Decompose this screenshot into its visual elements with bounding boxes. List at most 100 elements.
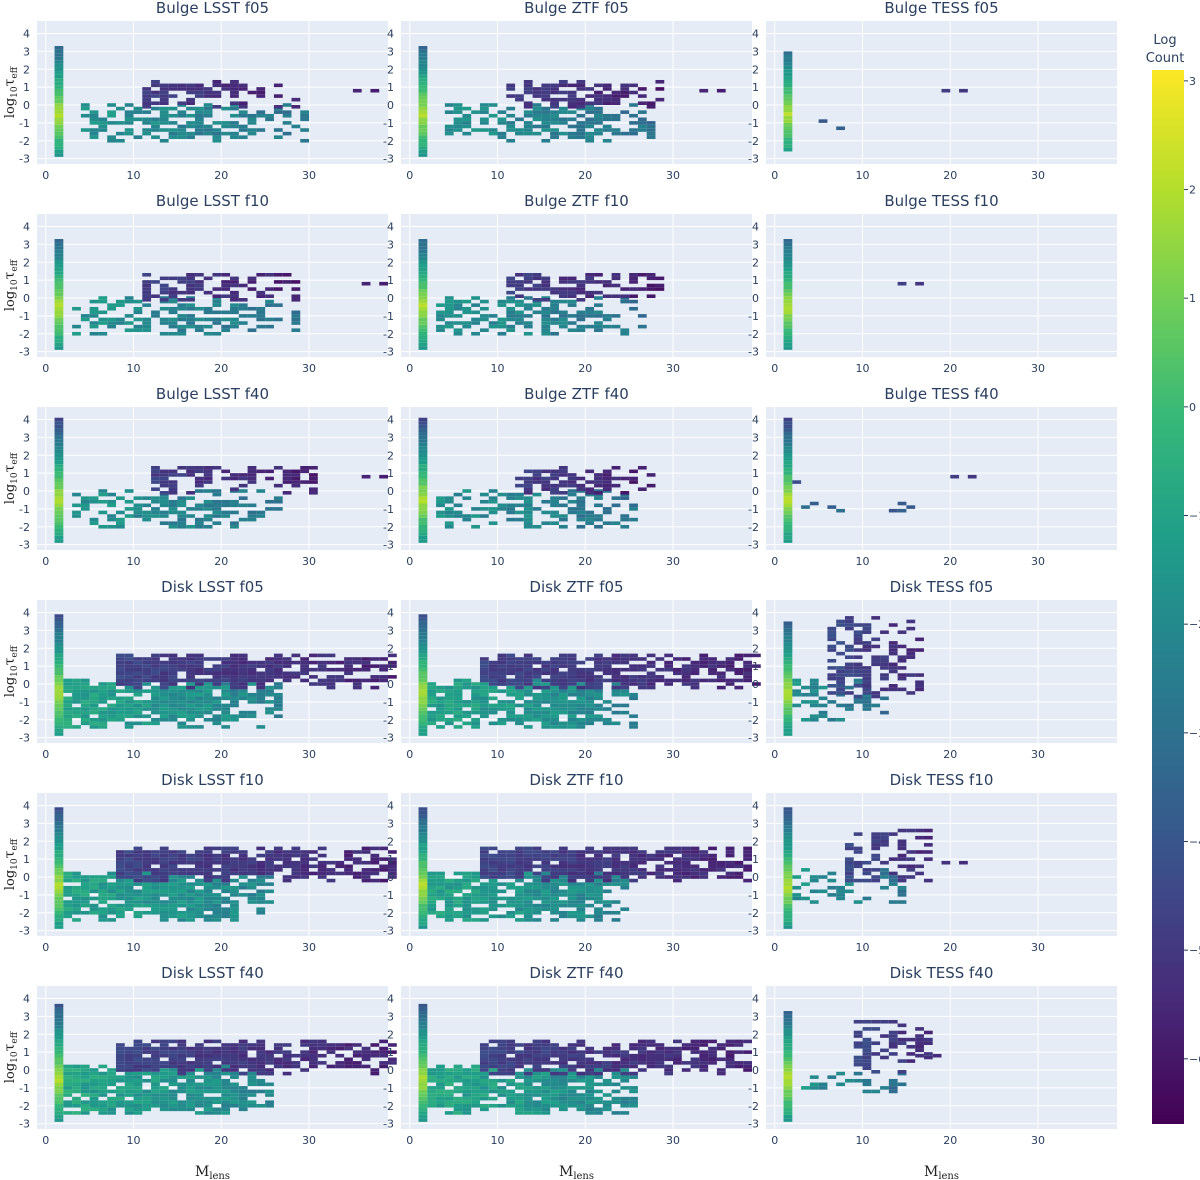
heat-cell xyxy=(550,907,559,911)
heat-cell xyxy=(681,682,691,686)
heat-cell xyxy=(89,721,99,726)
heat-cell xyxy=(63,1093,73,1097)
heat-cell xyxy=(594,900,603,904)
heat-cell xyxy=(142,689,152,693)
heat-cell xyxy=(282,113,292,118)
heat-cell xyxy=(309,857,318,861)
heat-cell xyxy=(177,860,187,865)
heat-cell xyxy=(783,144,793,148)
heat-cell xyxy=(611,660,621,665)
heat-cell xyxy=(212,294,222,299)
heat-cell xyxy=(418,432,428,436)
heat-cell xyxy=(230,1082,239,1087)
heat-cell xyxy=(115,1075,125,1079)
heat-cell xyxy=(523,113,533,118)
heat-cell xyxy=(273,1061,283,1065)
heat-cell xyxy=(594,853,603,858)
heat-cell xyxy=(115,700,125,704)
heat-cell xyxy=(497,324,507,329)
heat-cell xyxy=(523,90,533,95)
heat-cell xyxy=(479,299,489,304)
heat-cell xyxy=(159,331,169,336)
heat-cell xyxy=(247,885,257,890)
heat-cell xyxy=(168,657,178,661)
heat-cell xyxy=(203,889,213,894)
heat-cell xyxy=(54,482,64,486)
heat-cell xyxy=(602,707,612,711)
heat-cell xyxy=(194,113,204,118)
heat-cell xyxy=(89,499,99,504)
heat-cell xyxy=(159,903,169,908)
heat-cell xyxy=(221,1057,231,1062)
heat-cell xyxy=(418,56,428,61)
heat-cell xyxy=(177,685,187,690)
heat-cell xyxy=(488,678,498,683)
y-tick-label: 2 xyxy=(752,642,759,655)
heat-cell xyxy=(159,101,169,106)
heat-cell xyxy=(444,321,454,325)
heat-cell xyxy=(880,687,889,692)
heat-cell xyxy=(488,871,498,876)
heat-cell xyxy=(629,517,638,522)
heat-cell xyxy=(558,287,568,291)
heat-cell xyxy=(585,717,595,722)
y-tick-label: -1 xyxy=(19,503,30,516)
heat-cell xyxy=(344,671,353,676)
heat-cell xyxy=(783,710,793,715)
heat-cell xyxy=(265,857,274,861)
heat-cell xyxy=(783,825,793,829)
heat-cell xyxy=(317,864,327,869)
heat-cell xyxy=(186,689,195,693)
heat-cell xyxy=(186,1093,195,1097)
heat-cell xyxy=(291,1053,301,1058)
heat-cell xyxy=(247,476,257,481)
heat-cell xyxy=(436,310,445,315)
heat-cell xyxy=(142,682,152,686)
heat-cell xyxy=(418,689,428,693)
y-tick-label: -2 xyxy=(383,521,394,534)
heat-cell xyxy=(594,689,603,693)
heat-cell xyxy=(230,914,239,919)
heat-cell xyxy=(203,885,213,890)
heat-cell xyxy=(444,1093,454,1097)
heat-cell xyxy=(265,272,274,277)
heat-cell xyxy=(379,868,388,872)
heat-cell xyxy=(479,918,489,922)
y-tick-label: 4 xyxy=(752,607,759,620)
heat-cell xyxy=(488,507,498,511)
heat-cell xyxy=(888,648,898,652)
heat-cell xyxy=(159,918,169,922)
y-tick-label: 1 xyxy=(387,81,394,94)
heat-cell xyxy=(436,700,445,704)
heat-cell xyxy=(300,480,310,484)
heat-cell xyxy=(247,692,257,697)
x-tick-label: 10 xyxy=(491,748,505,761)
heat-cell xyxy=(418,635,428,640)
heat-cell xyxy=(629,871,638,876)
heat-cell xyxy=(602,469,612,474)
heat-cell xyxy=(576,885,586,890)
heat-cell xyxy=(915,680,924,685)
heat-cell xyxy=(897,658,907,663)
heat-cell xyxy=(98,721,108,726)
heat-cell xyxy=(230,1064,239,1069)
heat-cell xyxy=(203,324,213,329)
heat-cell xyxy=(427,714,437,718)
heat-cell xyxy=(550,717,559,722)
heat-cell xyxy=(453,1107,463,1112)
heat-cell xyxy=(418,146,428,150)
heat-cell xyxy=(256,910,266,915)
heat-cell xyxy=(133,900,143,904)
heat-cell xyxy=(98,893,108,897)
heat-cell xyxy=(611,857,621,861)
heat-cell xyxy=(558,79,568,84)
heat-cell xyxy=(142,1103,152,1108)
heat-cell xyxy=(352,682,362,686)
heat-cell xyxy=(142,321,152,325)
heat-cell xyxy=(177,324,187,329)
heat-cell xyxy=(783,292,793,297)
heat-cell xyxy=(515,685,524,690)
heat-cell xyxy=(488,868,498,872)
heat-cell xyxy=(471,682,480,686)
heat-cell xyxy=(567,664,577,668)
